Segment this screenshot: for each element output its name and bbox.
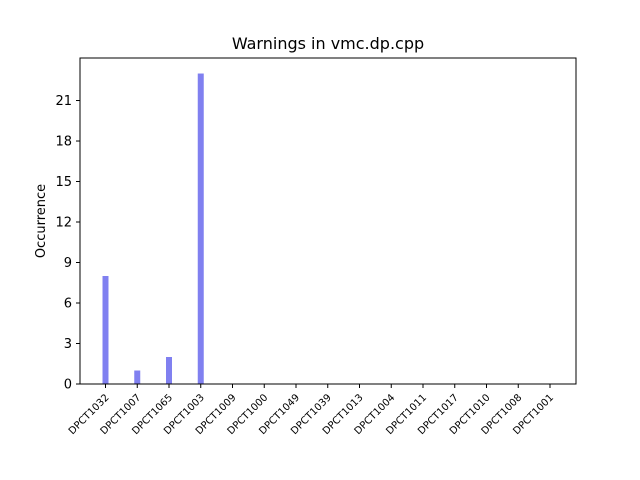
bar-dpct1007 xyxy=(134,370,141,384)
y-tick-label: 3 xyxy=(64,337,72,352)
y-tick-label: 9 xyxy=(64,256,72,271)
plot-frame xyxy=(79,57,577,385)
y-tick-label: 6 xyxy=(64,297,72,312)
y-ticks-layer: 0 3 6 9 12 15 18 21 xyxy=(55,94,80,393)
bar-dpct1065 xyxy=(166,357,172,384)
chart-title: Warnings in vmc.dp.cpp xyxy=(232,34,424,53)
y-tick-label: 0 xyxy=(64,378,72,393)
bars-layer xyxy=(102,73,204,385)
y-tick-label: 18 xyxy=(55,135,72,150)
bar-dpct1003 xyxy=(197,73,204,385)
y-axis-label: Occurrence xyxy=(34,184,49,258)
y-tick-label: 15 xyxy=(55,175,72,190)
y-tick-label: 12 xyxy=(55,216,72,231)
y-tick-label: 21 xyxy=(55,94,72,109)
bar-dpct1032 xyxy=(102,276,109,384)
